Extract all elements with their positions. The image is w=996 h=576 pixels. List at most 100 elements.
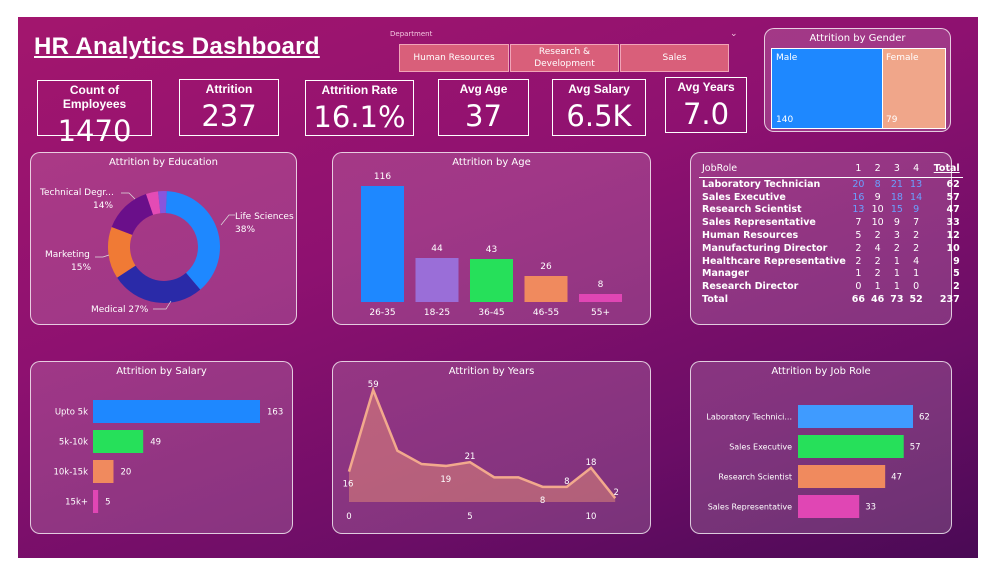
salary-bar[interactable] [93, 430, 144, 453]
jobrole-name-cell: Manager [702, 268, 749, 280]
gender-female-tile[interactable]: Female 79 [882, 48, 946, 129]
table-row[interactable]: Research Scientist 13 10 15 9 47 [699, 204, 963, 217]
jobrole-value-cell: 21 [890, 178, 903, 190]
edu-label-technical: Technical Degr... [39, 188, 114, 198]
male-value: 140 [776, 115, 794, 125]
salary-category-label: 5k-10k [59, 438, 88, 448]
age-bar-value: 116 [374, 172, 391, 182]
table-row[interactable]: Healthcare Representative 2 2 1 4 9 [699, 255, 963, 268]
jobrole-bar[interactable] [798, 495, 860, 518]
jobrole-value-cell: 15 [890, 204, 903, 216]
kpi-label: Attrition Rate [321, 83, 398, 97]
table-row[interactable]: Laboratory Technician 20 8 21 13 62 [699, 178, 963, 191]
jobrole-bar-value: 47 [891, 473, 902, 483]
jobrole-total-cell: 9 [953, 255, 960, 267]
jobrole-name-cell: Research Director [702, 281, 799, 293]
jobrole-name-cell: Laboratory Technician [702, 178, 821, 190]
jobrole-value-cell: 2 [893, 242, 900, 254]
table-row[interactable]: Manufacturing Director 2 4 2 2 10 [699, 242, 963, 255]
jobrole-total-cell: 5 [953, 268, 960, 280]
table-row[interactable]: Research Director 0 1 1 0 2 [699, 280, 963, 293]
jobrole-value-cell: 1 [893, 255, 900, 267]
table-header-cell: 3 [893, 162, 900, 174]
edu-pct-marketing: 15% [71, 263, 91, 273]
salary-bar[interactable] [93, 400, 260, 423]
table-header-cell: 1 [855, 162, 862, 174]
jobrole-name-cell: Human Resources [702, 230, 799, 242]
jobrole-total-cell: 47 [946, 204, 960, 216]
years-point-label: 18 [586, 458, 597, 468]
jobrole-bar[interactable] [798, 405, 913, 428]
age-bar[interactable] [579, 294, 622, 302]
table-row[interactable]: Human Resources 5 2 3 2 12 [699, 229, 963, 242]
jobrole-bar-value: 62 [919, 413, 930, 423]
years-point-label: 16 [343, 480, 354, 490]
male-tile-fill [772, 49, 882, 128]
card-title: Attrition by Age [452, 157, 531, 168]
salary-category-label: 10k-15k [53, 468, 88, 478]
jobrole-bar[interactable] [798, 435, 904, 458]
salary-bar[interactable] [93, 460, 114, 483]
edu-label-life-sciences: Life Sciences [235, 212, 294, 222]
kpi-count-of-employees: Count of Employees 1470 [37, 80, 152, 147]
age-bar[interactable] [470, 259, 513, 302]
jobrole-value-cell: 1 [893, 281, 900, 293]
jobrole-value-cell: 18 [890, 191, 903, 203]
table-row[interactable]: Sales Executive 16 9 18 14 57 [699, 191, 963, 204]
jobrole-total-cell: 2 [953, 281, 960, 293]
years-series-line[interactable] [347, 386, 617, 499]
male-label: Male [776, 53, 798, 63]
female-value: 79 [886, 115, 898, 125]
kpi-label: Attrition [205, 82, 253, 96]
years-card: Attrition by Years 16 59 19 21 8 8 18 2 0 5 10 [332, 361, 651, 534]
leader-line [121, 192, 136, 200]
age-bar[interactable] [361, 186, 404, 302]
department-option-research-development[interactable]: Research & Development [510, 44, 619, 72]
kpi-value: 16.1% [313, 100, 406, 134]
jobrole-value-cell: 1 [874, 281, 881, 293]
age-category-label: 18-25 [424, 308, 450, 318]
table-header-cell: Total [933, 162, 960, 174]
total-value-cell: 73 [890, 294, 904, 306]
jobrole-value-cell: 16 [852, 191, 865, 203]
jobrole-value-cell: 20 [852, 178, 865, 190]
age-bar[interactable] [415, 258, 459, 302]
jobrole-bar-chart: Laboratory Technici... 62 Sales Executive 5… [706, 405, 930, 518]
jobrole-total-cell: 10 [946, 242, 960, 254]
jobrole-value-cell: 2 [874, 230, 881, 242]
donut-slice-marketing[interactable] [108, 227, 136, 278]
age-card: Attrition by Age 116 26-35 44 18-25 43 36-45 2… [332, 152, 651, 325]
age-category-label: 46-55 [533, 308, 559, 318]
table-row[interactable]: Sales Representative 7 10 9 7 33 [699, 216, 963, 229]
jobrole-total-cell: 33 [946, 217, 960, 229]
table-header-row: JobRole 1 2 3 4 Total [699, 159, 963, 178]
donut-slice-life-sciences[interactable] [165, 191, 221, 290]
dashboard-canvas: HR Analytics Dashboard Department ⌄ Huma… [18, 17, 978, 558]
leader-line [153, 300, 172, 310]
leader-line [220, 214, 235, 226]
jobrole-name-cell: Research Scientist [702, 204, 802, 216]
jobrole-name-cell: Sales Representative [702, 217, 816, 229]
table-row[interactable]: Manager 1 2 1 1 5 [699, 268, 963, 281]
kpi-avg-age: Avg Age 37 [438, 79, 529, 136]
donut-slice-medical[interactable] [117, 265, 201, 303]
leader-line [95, 254, 110, 258]
kpi-avg-years: Avg Years 7.0 [665, 77, 747, 133]
donut-slice-other[interactable] [146, 191, 161, 215]
age-bar-value: 8 [598, 280, 604, 290]
jobrole-category-label: Laboratory Technici... [706, 413, 792, 422]
age-bar[interactable] [524, 276, 568, 302]
total-value-cell: 46 [871, 294, 885, 306]
department-option-human-resources[interactable]: Human Resources [399, 44, 509, 72]
salary-bar[interactable] [93, 490, 99, 513]
age-bar-value: 44 [431, 244, 443, 254]
years-x-tick: 5 [467, 512, 472, 522]
years-x-tick: 10 [586, 512, 597, 522]
department-option-sales[interactable]: Sales [620, 44, 729, 72]
chevron-down-icon[interactable]: ⌄ [730, 29, 738, 39]
table-header-cell: 2 [874, 162, 881, 174]
donut-slice-human-resources[interactable] [158, 191, 167, 214]
jobrole-bar[interactable] [798, 465, 886, 488]
gender-male-tile[interactable]: Male 140 [771, 48, 883, 129]
donut-slice-technical-degree[interactable] [111, 193, 154, 235]
